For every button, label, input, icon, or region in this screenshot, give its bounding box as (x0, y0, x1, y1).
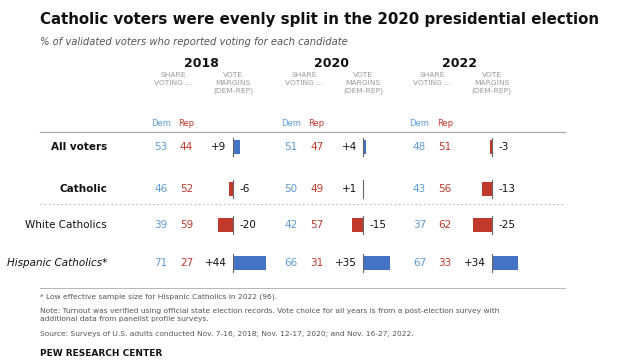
Text: Source: Surveys of U.S. adults conducted Nov. 7-16, 2018; Nov. 12-17, 2020; and : Source: Surveys of U.S. adults conducted… (40, 331, 414, 337)
Text: 71: 71 (154, 258, 167, 268)
Text: 2020: 2020 (314, 57, 349, 70)
Text: -3: -3 (499, 142, 509, 152)
Text: 33: 33 (438, 258, 452, 268)
Text: +35: +35 (335, 258, 357, 268)
Text: -6: -6 (239, 184, 250, 194)
Text: -25: -25 (499, 220, 515, 230)
Text: 2018: 2018 (184, 57, 219, 70)
Text: 67: 67 (413, 258, 426, 268)
Text: Hispanic Catholics*: Hispanic Catholics* (7, 258, 107, 268)
Text: 46: 46 (154, 184, 167, 194)
Text: 31: 31 (310, 258, 323, 268)
Text: Rep: Rep (308, 119, 324, 129)
Text: Catholic voters were evenly split in the 2020 presidential election: Catholic voters were evenly split in the… (40, 12, 599, 27)
Text: 47: 47 (310, 142, 323, 152)
Text: VOTE
MARGINS
(DEM-REP): VOTE MARGINS (DEM-REP) (472, 73, 512, 94)
Text: 51: 51 (284, 142, 298, 152)
Text: VOTE
MARGINS
(DEM-REP): VOTE MARGINS (DEM-REP) (213, 73, 253, 94)
FancyBboxPatch shape (490, 140, 492, 154)
Text: +44: +44 (205, 258, 227, 268)
Text: * Low effective sample size for Hispanic Catholics in 2022 (96).: * Low effective sample size for Hispanic… (40, 293, 277, 300)
FancyBboxPatch shape (233, 140, 240, 154)
Text: 48: 48 (413, 142, 426, 152)
Text: 39: 39 (154, 220, 167, 230)
FancyBboxPatch shape (228, 182, 233, 196)
Text: 27: 27 (180, 258, 193, 268)
Text: -15: -15 (370, 220, 387, 230)
Text: -13: -13 (499, 184, 515, 194)
Text: 56: 56 (438, 184, 452, 194)
Text: Note: Turnout was verified using official state election records. Vote choice fo: Note: Turnout was verified using officia… (40, 308, 500, 322)
Text: SHARE
VOTING ...: SHARE VOTING ... (285, 73, 323, 86)
Text: SHARE
VOTING ...: SHARE VOTING ... (154, 73, 193, 86)
Text: 43: 43 (413, 184, 426, 194)
Text: PEW RESEARCH CENTER: PEW RESEARCH CENTER (40, 349, 163, 358)
Text: Dem: Dem (151, 119, 171, 129)
Text: VOTE
MARGINS
(DEM-REP): VOTE MARGINS (DEM-REP) (343, 73, 383, 94)
Text: 2022: 2022 (442, 57, 477, 70)
Text: White Catholics: White Catholics (26, 220, 107, 230)
Text: Dem: Dem (281, 119, 301, 129)
Text: 57: 57 (310, 220, 323, 230)
Text: All voters: All voters (51, 142, 107, 152)
Text: 51: 51 (438, 142, 452, 152)
FancyBboxPatch shape (233, 256, 266, 270)
Text: Dem: Dem (410, 119, 429, 129)
Text: Rep: Rep (437, 119, 453, 129)
Text: SHARE
VOTING ...: SHARE VOTING ... (413, 73, 452, 86)
Text: 52: 52 (180, 184, 193, 194)
Text: -20: -20 (239, 220, 257, 230)
Text: +1: +1 (342, 184, 357, 194)
Text: Rep: Rep (179, 119, 195, 129)
Text: +9: +9 (211, 142, 227, 152)
Text: % of validated voters who reported voting for each candidate: % of validated voters who reported votin… (40, 37, 348, 47)
Text: 37: 37 (413, 220, 426, 230)
FancyBboxPatch shape (352, 218, 364, 232)
FancyBboxPatch shape (492, 256, 518, 270)
Text: 62: 62 (438, 220, 452, 230)
Text: 53: 53 (154, 142, 167, 152)
FancyBboxPatch shape (218, 218, 233, 232)
Text: +4: +4 (342, 142, 357, 152)
Text: Catholic: Catholic (60, 184, 107, 194)
FancyBboxPatch shape (364, 140, 366, 154)
Text: 59: 59 (180, 220, 193, 230)
Text: 66: 66 (284, 258, 298, 268)
Text: 42: 42 (284, 220, 298, 230)
Text: 50: 50 (284, 184, 298, 194)
FancyBboxPatch shape (482, 182, 492, 196)
FancyBboxPatch shape (364, 256, 390, 270)
FancyBboxPatch shape (473, 218, 492, 232)
Text: 44: 44 (180, 142, 193, 152)
Text: 49: 49 (310, 184, 323, 194)
Text: +34: +34 (463, 258, 486, 268)
